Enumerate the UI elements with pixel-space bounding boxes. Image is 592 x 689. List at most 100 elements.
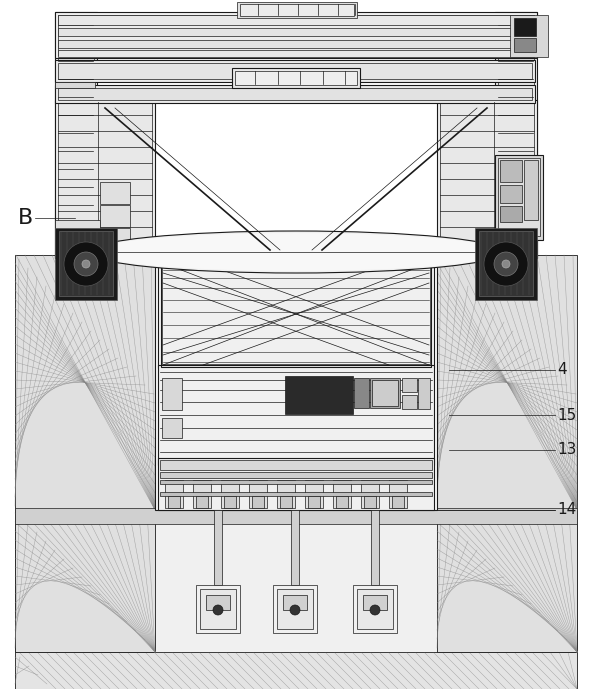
Bar <box>55 60 535 82</box>
Bar <box>514 38 536 52</box>
Bar <box>158 365 434 465</box>
Bar <box>524 160 538 220</box>
Text: 4: 4 <box>557 362 567 378</box>
Text: 14: 14 <box>557 502 576 517</box>
Text: 13: 13 <box>557 442 577 457</box>
Bar <box>495 12 537 258</box>
Bar <box>479 231 533 296</box>
Bar <box>336 496 348 508</box>
Bar <box>55 220 100 258</box>
Bar <box>15 508 577 524</box>
Bar <box>58 15 534 55</box>
Bar <box>100 182 130 204</box>
Bar <box>273 585 317 633</box>
Bar <box>285 376 353 414</box>
Bar <box>224 496 236 508</box>
Ellipse shape <box>91 233 501 271</box>
Bar <box>500 160 522 182</box>
Bar <box>392 496 404 508</box>
Bar <box>168 496 180 508</box>
Bar <box>495 155 543 240</box>
Bar <box>500 185 522 203</box>
Bar <box>361 480 379 508</box>
Circle shape <box>82 260 90 268</box>
Bar <box>100 228 130 250</box>
Circle shape <box>64 242 108 286</box>
Bar <box>165 480 183 508</box>
Bar <box>402 395 417 409</box>
Bar <box>58 40 534 48</box>
Bar <box>389 480 407 508</box>
Bar <box>372 380 398 406</box>
Bar <box>277 589 313 629</box>
Bar <box>437 100 537 258</box>
Bar <box>161 261 431 367</box>
Circle shape <box>290 605 300 615</box>
Bar <box>55 100 155 258</box>
Bar <box>418 378 430 409</box>
Bar <box>58 63 532 79</box>
Bar <box>364 496 376 508</box>
Bar <box>58 28 534 36</box>
Bar <box>15 255 155 510</box>
Bar <box>58 102 152 254</box>
Bar <box>221 480 239 508</box>
Bar <box>500 206 522 222</box>
Bar <box>475 228 537 300</box>
Bar <box>249 480 267 508</box>
Bar <box>440 102 534 254</box>
Bar <box>235 71 357 85</box>
Bar <box>55 82 95 88</box>
Bar <box>280 496 292 508</box>
Text: B: B <box>18 208 33 228</box>
Bar <box>158 258 434 368</box>
Bar <box>214 510 222 585</box>
Circle shape <box>74 252 98 276</box>
Bar <box>155 255 437 510</box>
Bar <box>162 378 182 410</box>
Bar <box>158 458 434 510</box>
Circle shape <box>213 605 223 615</box>
Bar <box>55 12 97 258</box>
Bar <box>363 595 387 610</box>
Bar <box>357 589 393 629</box>
Bar <box>498 158 540 236</box>
Bar <box>510 15 548 57</box>
Bar <box>58 50 534 57</box>
Circle shape <box>370 605 380 615</box>
Bar <box>232 68 360 88</box>
Circle shape <box>484 242 528 286</box>
Bar <box>308 496 320 508</box>
Bar <box>162 262 430 364</box>
Bar <box>55 228 117 300</box>
Bar <box>15 652 577 689</box>
Bar <box>160 460 432 470</box>
Bar <box>160 492 432 496</box>
Text: 15: 15 <box>557 407 576 422</box>
Bar <box>200 589 236 629</box>
Bar <box>160 472 432 478</box>
Bar <box>15 510 577 652</box>
Circle shape <box>494 252 518 276</box>
Bar <box>437 510 577 652</box>
Bar <box>305 480 323 508</box>
Ellipse shape <box>88 231 504 273</box>
Bar <box>353 585 397 633</box>
Bar <box>160 480 432 484</box>
Bar <box>59 231 113 296</box>
Bar <box>498 14 534 256</box>
Bar <box>58 15 534 25</box>
Bar <box>196 585 240 633</box>
Bar <box>277 480 295 508</box>
Bar <box>252 496 264 508</box>
Bar <box>437 255 577 510</box>
Bar <box>402 378 417 392</box>
Bar <box>237 2 357 18</box>
Bar <box>196 496 208 508</box>
Bar <box>371 510 379 585</box>
Bar <box>354 378 369 408</box>
Bar <box>291 510 299 585</box>
Bar <box>370 378 400 408</box>
Bar <box>333 480 351 508</box>
Bar <box>55 85 535 103</box>
